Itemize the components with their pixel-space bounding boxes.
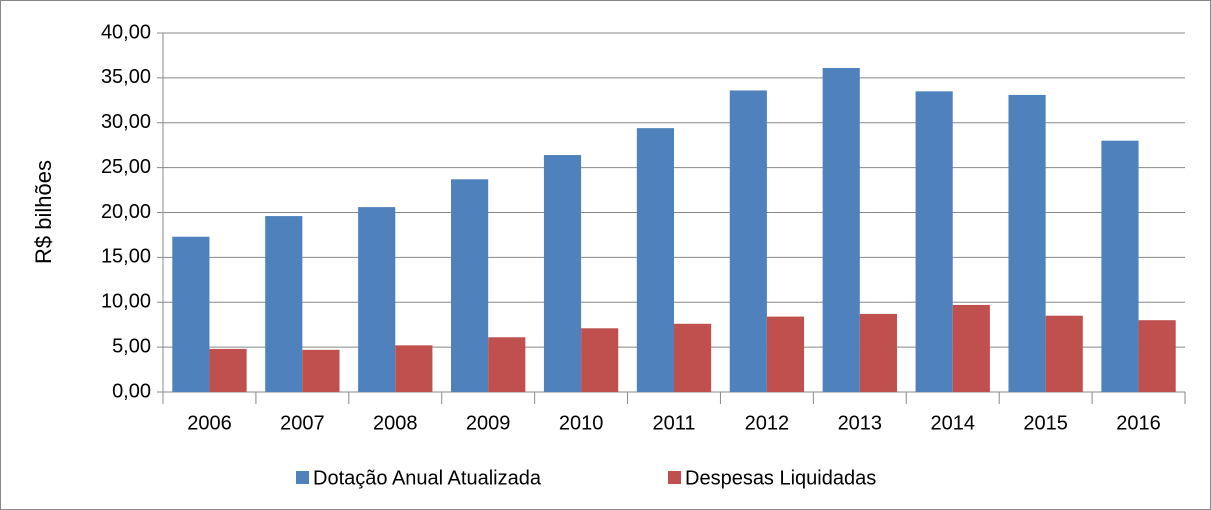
y-tick-label: 25,00 bbox=[101, 156, 151, 178]
legend-swatch bbox=[296, 471, 309, 484]
bar bbox=[1008, 94, 1046, 393]
bar bbox=[543, 155, 582, 392]
x-tick-label: 2008 bbox=[373, 412, 418, 434]
x-tick-label: 2012 bbox=[745, 412, 790, 434]
x-tick-label: 2007 bbox=[280, 412, 325, 434]
bar bbox=[674, 323, 712, 392]
x-tick-label: 2014 bbox=[930, 412, 975, 434]
bar bbox=[209, 348, 247, 392]
y-tick-label: 20,00 bbox=[101, 201, 151, 223]
bar bbox=[636, 128, 674, 392]
y-tick-label: 5,00 bbox=[112, 335, 151, 357]
y-tick-label: 40,00 bbox=[101, 21, 151, 43]
legend-label: Dotação Anual Atualizada bbox=[313, 467, 542, 489]
x-tick-label: 2013 bbox=[838, 412, 883, 434]
bar bbox=[302, 349, 340, 392]
bar bbox=[952, 304, 990, 392]
bar bbox=[358, 207, 396, 392]
x-tick-label: 2010 bbox=[559, 412, 604, 434]
y-tick-label: 0,00 bbox=[112, 380, 151, 402]
x-tick-label: 2006 bbox=[187, 412, 232, 434]
bar bbox=[488, 337, 526, 392]
y-tick-label: 35,00 bbox=[101, 66, 151, 88]
bar bbox=[1045, 315, 1083, 392]
y-axis-label: R$ bilhões bbox=[31, 160, 56, 264]
y-tick-label: 30,00 bbox=[101, 111, 151, 133]
bar bbox=[859, 313, 897, 392]
bar bbox=[451, 179, 489, 392]
y-tick-label: 15,00 bbox=[101, 246, 151, 268]
bar bbox=[915, 91, 953, 393]
legend-label: Despesas Liquidadas bbox=[685, 467, 876, 489]
x-tick-label: 2015 bbox=[1023, 412, 1068, 434]
x-tick-label: 2016 bbox=[1116, 412, 1161, 434]
y-tick-label: 10,00 bbox=[101, 291, 151, 313]
x-tick-label: 2009 bbox=[466, 412, 511, 434]
bar bbox=[729, 90, 767, 392]
x-tick-label: 2011 bbox=[652, 412, 695, 434]
bar bbox=[822, 68, 860, 392]
bar bbox=[766, 316, 805, 392]
bar bbox=[581, 328, 619, 392]
bar bbox=[265, 216, 303, 392]
bar bbox=[1138, 320, 1176, 392]
bar bbox=[172, 236, 210, 392]
bar bbox=[1101, 140, 1139, 392]
legend-swatch bbox=[668, 471, 681, 484]
bar bbox=[395, 345, 433, 392]
